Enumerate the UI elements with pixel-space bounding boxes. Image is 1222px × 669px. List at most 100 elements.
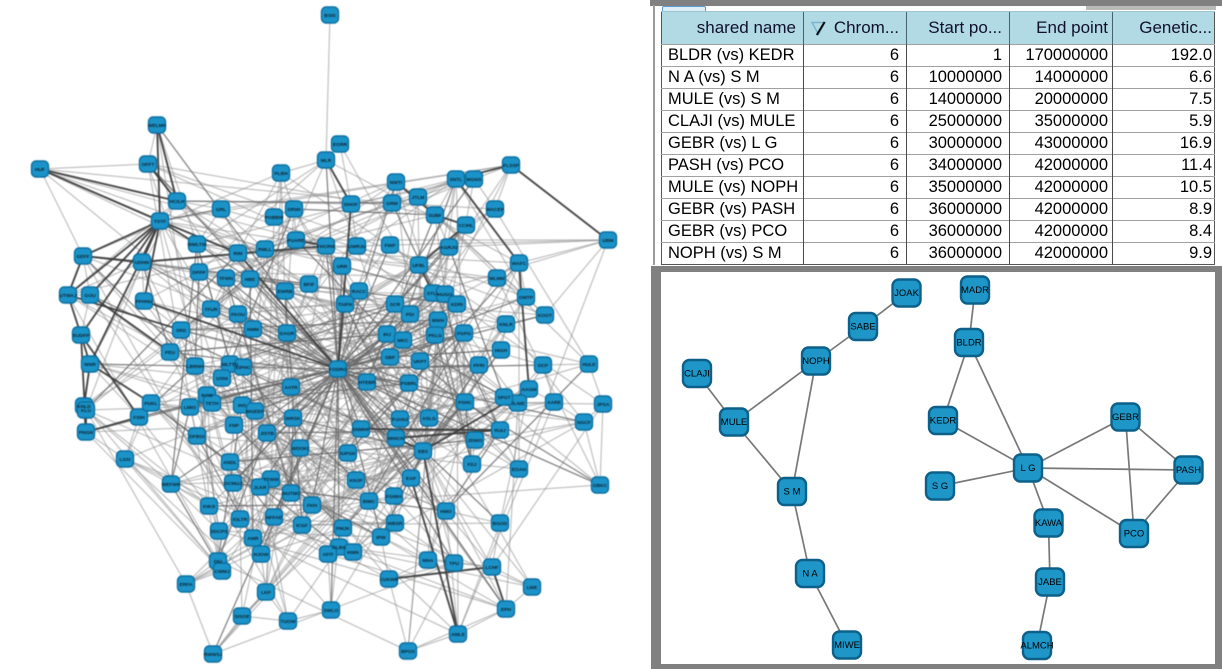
svg-text:GRM: GRM: [386, 201, 397, 207]
svg-text:OBKC: OBKC: [593, 483, 608, 489]
svg-text:DRWI: DRWI: [288, 207, 302, 213]
svg-text:SABE: SABE: [850, 322, 875, 333]
svg-text:UTWAJ: UTWAJ: [59, 293, 76, 299]
svg-text:BFIF: BFIF: [304, 282, 315, 288]
svg-text:EWRB: EWRB: [278, 289, 293, 295]
svg-text:OFFT: OFFT: [142, 162, 155, 168]
svg-text:URR: URR: [337, 264, 348, 270]
svg-text:WACEP: WACEP: [486, 207, 505, 213]
svg-text:KWJI: KWJI: [203, 504, 216, 510]
svg-text:WEFWK: WEFWK: [161, 482, 180, 488]
svg-text:DAGR: DAGR: [280, 331, 295, 337]
svg-text:IHJ: IHJ: [383, 332, 391, 338]
svg-text:MWH: MWH: [432, 318, 445, 324]
svg-text:PUARE: PUARE: [287, 238, 305, 244]
svg-text:NFFAE: NFFAE: [266, 515, 283, 521]
svg-text:PCO: PCO: [1124, 529, 1145, 540]
svg-text:SRD: SRD: [176, 328, 187, 334]
svg-text:GLBG: GLBG: [332, 545, 346, 551]
svg-text:SNMHF: SNMHF: [352, 427, 369, 433]
svg-text:TPU: TPU: [449, 561, 459, 567]
svg-text:AATR: AATR: [284, 385, 298, 391]
svg-text:EIPHC: EIPHC: [236, 365, 251, 371]
svg-text:TAIFN: TAIFN: [338, 302, 353, 308]
svg-text:PFRI: PFRI: [473, 363, 485, 369]
svg-text:KDRI: KDRI: [451, 302, 464, 308]
svg-text:PLBH: PLBH: [274, 171, 288, 177]
svg-text:JTLM: JTLM: [412, 195, 425, 201]
svg-text:AFIT: AFIT: [323, 552, 334, 558]
svg-text:MKC: MKC: [397, 338, 409, 344]
svg-text:UKPT: UKPT: [413, 359, 426, 365]
svg-text:MLMM: MLMM: [489, 276, 504, 282]
svg-text:NGCF: NGCF: [577, 420, 591, 426]
svg-text:KNLD: KNLD: [77, 404, 91, 410]
svg-text:AARE: AARE: [547, 400, 562, 406]
svg-text:EPH: EPH: [501, 607, 512, 613]
svg-text:DFBGI: DFBGI: [189, 434, 205, 440]
svg-text:TSTF: TSTF: [154, 219, 166, 225]
svg-text:BIMC: BIMC: [363, 499, 376, 505]
svg-text:MLTTD: MLTTD: [222, 362, 239, 368]
svg-text:JLNIE: JLNIE: [511, 401, 526, 407]
svg-text:ASLG: ASLG: [422, 416, 436, 422]
svg-text:POBBW: POBBW: [265, 215, 284, 221]
svg-text:ALMCH: ALMCH: [1020, 641, 1053, 652]
svg-text:HMM: HMM: [247, 327, 259, 333]
svg-text:UBM: UBM: [602, 238, 613, 244]
svg-text:RACC: RACC: [352, 289, 367, 295]
svg-text:SUBF: SUBF: [428, 213, 441, 219]
svg-text:JPSA: JPSA: [597, 402, 610, 408]
svg-text:WUTMC: WUTMC: [282, 491, 301, 497]
svg-text:NWTI: NWTI: [390, 180, 403, 186]
svg-text:STLL: STLL: [427, 291, 439, 297]
svg-text:MGEEP: MGEEP: [246, 409, 264, 415]
svg-text:DCP: DCP: [538, 363, 549, 369]
svg-text:GEBR: GEBR: [1112, 412, 1139, 423]
svg-text:MGNS: MGNS: [467, 177, 482, 183]
svg-text:ERFA: ERFA: [179, 582, 193, 588]
svg-text:WELMH: WELMH: [148, 123, 167, 129]
svg-text:MHICN: MHICN: [388, 436, 404, 442]
svg-text:WMLTW: WMLTW: [188, 242, 207, 248]
svg-text:FODRO: FODRO: [329, 367, 347, 373]
svg-text:KAWA: KAWA: [1035, 518, 1063, 529]
svg-text:BLDR: BLDR: [956, 338, 981, 349]
svg-text:RMLL: RMLL: [258, 247, 272, 253]
svg-text:LWE: LWE: [527, 585, 538, 591]
svg-text:ICGF: ICGF: [296, 523, 308, 529]
svg-text:IHS: IHS: [238, 403, 247, 409]
svg-text:JISTB: JISTB: [260, 431, 274, 437]
svg-text:KOOT: KOOT: [538, 313, 552, 319]
svg-text:JLKR: JLKR: [254, 485, 267, 491]
svg-text:LCHF: LCHF: [485, 565, 498, 571]
svg-text:HTEBR: HTEBR: [359, 380, 376, 386]
svg-text:UFBL: UFBL: [412, 263, 425, 269]
svg-text:CWMJ: CWMJ: [215, 569, 230, 575]
svg-text:EOAH: EOAH: [512, 467, 527, 473]
svg-text:WBSR: WBSR: [388, 521, 403, 527]
svg-text:HUF: HUF: [35, 167, 45, 173]
svg-text:FGPG: FGPG: [457, 331, 471, 337]
svg-text:KNLR: KNLR: [499, 322, 513, 328]
svg-text:S G: S G: [932, 481, 948, 492]
svg-text:GRL: GRL: [216, 207, 226, 213]
svg-text:GOU: GOU: [84, 293, 96, 299]
svg-text:MULE: MULE: [721, 417, 747, 428]
svg-text:EAP: EAP: [406, 476, 417, 482]
svg-text:EORR: EORR: [333, 142, 348, 148]
svg-text:FHCRW: FHCRW: [317, 244, 335, 250]
svg-text:AGRJG: AGRJG: [440, 245, 458, 251]
svg-text:CLAJI: CLAJI: [684, 369, 710, 380]
svg-text:LSSI: LSSI: [120, 457, 132, 463]
svg-text:PUKL: PUKL: [144, 401, 157, 407]
svg-text:JOAK: JOAK: [894, 288, 919, 299]
svg-text:FGIMA: FGIMA: [386, 494, 402, 500]
svg-text:PJANJ: PJANJ: [392, 417, 408, 423]
svg-text:UDHN: UDHN: [135, 260, 150, 266]
svg-text:AAGM: AAGM: [522, 387, 537, 393]
svg-text:GEFF: GEFF: [76, 254, 89, 260]
svg-text:IPW: IPW: [376, 535, 386, 541]
svg-text:UWRJU: UWRJU: [348, 244, 366, 250]
svg-text:CUKWB: CUKWB: [380, 577, 399, 583]
